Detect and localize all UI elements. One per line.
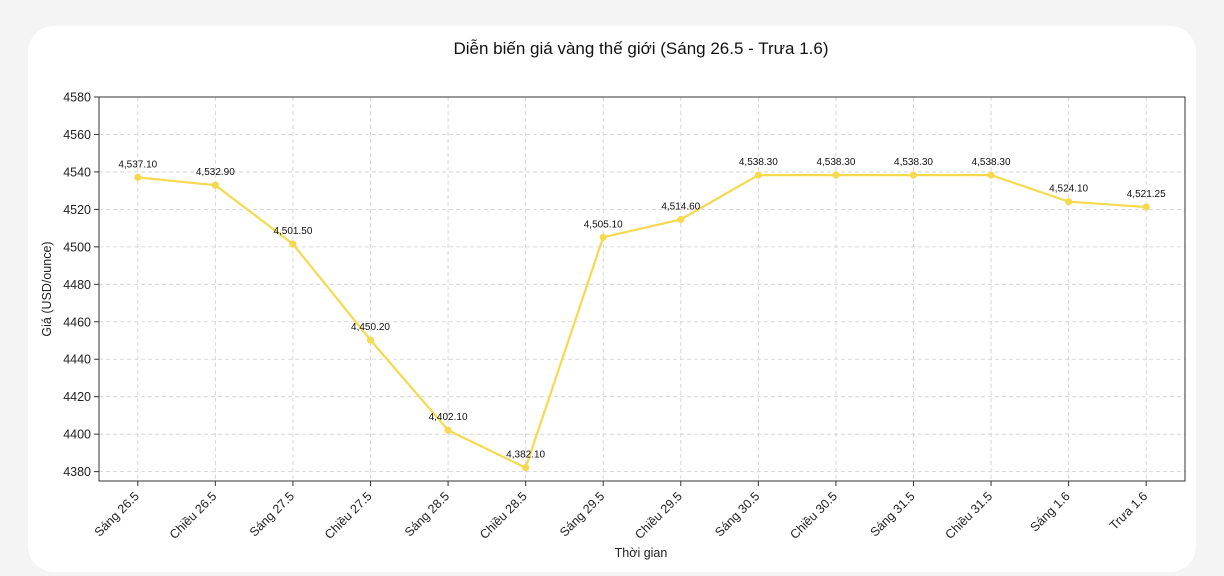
grid — [99, 96, 1185, 481]
data-label: 4,537.10 — [118, 159, 157, 170]
x-axis: Sáng 26.5 Chiều 26.5 Sáng 27.5 Chiều 27.5 Sá… — [92, 481, 1151, 542]
x-tick-label: Chiều 30.5 — [787, 489, 840, 542]
data-label: 4,538.30 — [739, 157, 778, 168]
chart-title: Diễn biến giá vàng thế giới (Sáng 26.5 -… — [453, 39, 828, 58]
data-point — [1065, 198, 1073, 206]
x-tick-label: Chiều 27.5 — [322, 489, 375, 542]
data-point — [289, 240, 297, 248]
series: 4,537.10 4,532.90 4,501.50 4,450.20 4,402.10… — [118, 157, 1166, 472]
x-tick-label: Chiều 28.5 — [477, 489, 530, 542]
data-label: 4,514.60 — [661, 202, 700, 213]
y-tick-label: 4580 — [63, 91, 91, 105]
data-label: 4,538.30 — [972, 157, 1011, 168]
y-tick-label: 4480 — [63, 278, 91, 292]
y-tick-label: 4440 — [63, 353, 91, 367]
x-tick-label: Sáng 29.5 — [557, 489, 607, 539]
data-label: 4,382.10 — [506, 450, 545, 461]
y-tick-label: 4460 — [63, 315, 91, 329]
x-axis-label: Thời gian — [615, 546, 668, 560]
data-point — [366, 336, 375, 344]
y-axis: 4380 4400 4420 4440 4460 4480 4500 4520 4540 4560… — [63, 91, 99, 479]
y-tick-label: 4500 — [63, 240, 91, 254]
data-label: 4,524.10 — [1049, 184, 1088, 195]
y-tick-label: 4540 — [63, 165, 91, 179]
data-point — [1142, 203, 1150, 211]
data-label: 4,538.30 — [816, 157, 855, 168]
data-point — [987, 171, 995, 179]
series-line — [137, 174, 1147, 469]
data-point — [677, 215, 685, 224]
x-tick-label: Trưa 1.6 — [1107, 489, 1151, 533]
y-tick-label: 4420 — [63, 390, 91, 404]
data-point — [754, 171, 762, 179]
plot-frame — [98, 96, 1186, 482]
data-label: 4,450.20 — [351, 322, 390, 333]
x-tick-label: Chiều 26.5 — [167, 489, 220, 542]
data-point — [211, 181, 219, 189]
data-point — [599, 233, 607, 241]
data-point — [909, 171, 918, 179]
data-point — [134, 173, 142, 181]
data-point — [832, 171, 840, 179]
x-tick-label: Sáng 30.5 — [712, 489, 762, 539]
x-tick-label: Sáng 27.5 — [247, 489, 297, 539]
data-label: 4,521.25 — [1127, 189, 1166, 200]
x-tick-label: Chiều 31.5 — [943, 489, 996, 542]
data-label: 4,501.50 — [273, 226, 312, 237]
x-tick-label: Sáng 26.5 — [92, 489, 142, 539]
data-label: 4,532.90 — [196, 167, 235, 178]
y-axis-label: Giá (USD/ounce) — [40, 241, 54, 336]
data-label: 4,505.10 — [584, 219, 623, 230]
data-label: 4,402.10 — [429, 412, 468, 423]
x-tick-label: Sáng 31.5 — [867, 489, 917, 539]
x-tick-label: Sáng 28.5 — [402, 489, 452, 539]
data-point — [522, 464, 530, 472]
y-tick-label: 4400 — [63, 428, 91, 442]
x-tick-label: Sáng 1.6 — [1027, 489, 1072, 534]
x-tick-label: Chiều 29.5 — [632, 489, 685, 542]
data-point — [444, 426, 452, 434]
y-tick-label: 4560 — [63, 128, 91, 142]
y-tick-label: 4520 — [63, 203, 91, 217]
data-label: 4,538.30 — [894, 157, 933, 168]
y-tick-label: 4380 — [63, 465, 91, 479]
